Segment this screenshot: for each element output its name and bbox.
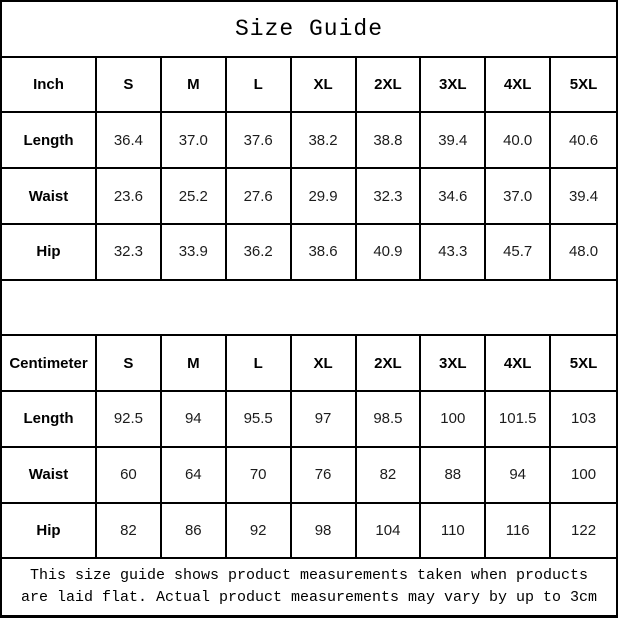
- inch-col-header-s: S: [97, 57, 162, 112]
- measurement-cell: 110: [421, 503, 487, 558]
- cm-col-header-4xl: 4XL: [486, 336, 552, 391]
- inch-col-header-3xl: 3XL: [421, 57, 487, 112]
- measurement-cell: 116: [486, 503, 552, 558]
- measurement-cell: 97: [292, 392, 357, 446]
- measurement-cell: 37.0: [162, 113, 227, 168]
- measurement-cell: 40.9: [357, 224, 422, 279]
- title-row: Size Guide: [2, 2, 616, 58]
- inch-col-header-4xl: 4XL: [486, 57, 552, 112]
- cm-col-header-2xl: 2XL: [357, 336, 422, 391]
- measurement-cell: 70: [227, 447, 292, 502]
- measurement-cell: 100: [421, 392, 487, 446]
- measurement-cell: 88: [421, 447, 487, 502]
- measurement-cell: 76: [292, 447, 357, 502]
- measurement-cell: 92.5: [97, 392, 162, 446]
- row-label: Length: [2, 113, 97, 168]
- measurement-cell: 38.6: [292, 224, 357, 279]
- cm-col-header-s: S: [97, 336, 162, 391]
- measurement-cell: 25.2: [162, 169, 227, 223]
- inch-col-header-5xl: 5XL: [569, 76, 598, 94]
- measurement-cell: 40.6: [568, 131, 599, 149]
- inch-col-header-l: L: [227, 57, 292, 112]
- measurement-cell: 100: [571, 466, 597, 484]
- measurement-cell: 94: [162, 392, 227, 446]
- measurement-cell: 104: [357, 503, 422, 558]
- inch-col-header-xl: XL: [292, 57, 357, 112]
- cm-hip-row: Hip 82 86 92 98 104 110 116 122: [2, 503, 616, 560]
- row-label: Waist: [2, 447, 97, 502]
- measurement-cell: 39.4: [421, 113, 487, 168]
- measurement-cell: 23.6: [97, 169, 162, 223]
- row-label: Hip: [2, 224, 97, 279]
- cm-col-header-m: M: [162, 336, 227, 391]
- measurement-cell: 92: [227, 503, 292, 558]
- footer-note-line1: This size guide shows product measuremen…: [29, 567, 589, 585]
- measurement-cell: 122: [571, 521, 597, 539]
- measurement-cell: 36.4: [97, 113, 162, 168]
- cm-length-row: Length 92.5 94 95.5 97 98.5 100 101.5 10…: [2, 392, 616, 448]
- page-title: Size Guide: [234, 15, 384, 42]
- cm-col-header-l: L: [227, 336, 292, 391]
- measurement-cell: 94: [486, 447, 552, 502]
- row-label: Waist: [2, 169, 97, 223]
- measurement-cell: 45.7: [486, 224, 552, 279]
- row-label: Length: [2, 392, 97, 446]
- measurement-cell: 82: [357, 447, 422, 502]
- measurement-cell: 37.0: [486, 169, 552, 223]
- measurement-cell: 34.6: [421, 169, 487, 223]
- measurement-cell: 32.3: [357, 169, 422, 223]
- inch-col-header-m: M: [162, 57, 227, 112]
- table-spacer: [2, 281, 616, 337]
- inch-unit-label: Inch: [2, 57, 97, 112]
- measurement-cell: 95.5: [227, 392, 292, 446]
- measurement-cell: 43.3: [421, 224, 487, 279]
- measurement-cell: 40.0: [486, 113, 552, 168]
- measurement-cell: 27.6: [227, 169, 292, 223]
- inch-col-header-2xl: 2XL: [357, 57, 422, 112]
- measurement-cell: 103: [571, 410, 597, 428]
- footer-note: This size guide shows product measuremen…: [2, 559, 616, 615]
- inch-header-row: Inch S M L XL 2XL 3XL 4XL 5XL: [2, 57, 616, 114]
- measurement-cell: 36.2: [227, 224, 292, 279]
- measurement-cell: 60: [97, 447, 162, 502]
- measurement-cell: 32.3: [97, 224, 162, 279]
- cm-col-header-xl: XL: [292, 336, 357, 391]
- measurement-cell: 29.9: [292, 169, 357, 223]
- measurement-cell: 86: [162, 503, 227, 558]
- measurement-cell: 98.5: [357, 392, 422, 446]
- measurement-cell: 37.6: [227, 113, 292, 168]
- cm-waist-row: Waist 60 64 70 76 82 88 94 100: [2, 447, 616, 504]
- measurement-cell: 38.2: [292, 113, 357, 168]
- cm-col-header-5xl: 5XL: [569, 354, 598, 372]
- footer-note-line2: are laid flat. Actual product measuremen…: [20, 589, 598, 607]
- measurement-cell: 64: [162, 447, 227, 502]
- centimeter-unit-label: Centimeter: [2, 336, 97, 391]
- measurement-cell: 39.4: [568, 187, 599, 205]
- measurement-cell: 33.9: [162, 224, 227, 279]
- measurement-cell: 98: [292, 503, 357, 558]
- measurement-cell: 38.8: [357, 113, 422, 168]
- measurement-cell: 48.0: [568, 243, 599, 261]
- measurement-cell: 82: [97, 503, 162, 558]
- inch-waist-row: Waist 23.6 25.2 27.6 29.9 32.3 34.6 37.0…: [2, 169, 616, 225]
- row-label: Hip: [2, 503, 97, 558]
- cm-col-header-3xl: 3XL: [421, 336, 487, 391]
- measurement-cell: 101.5: [486, 392, 552, 446]
- centimeter-header-row: Centimeter S M L XL 2XL 3XL 4XL 5XL: [2, 336, 616, 393]
- inch-length-row: Length 36.4 37.0 37.6 38.2 38.8 39.4 40.…: [2, 113, 616, 170]
- inch-hip-row: Hip 32.3 33.9 36.2 38.6 40.9 43.3 45.7 4…: [2, 224, 616, 281]
